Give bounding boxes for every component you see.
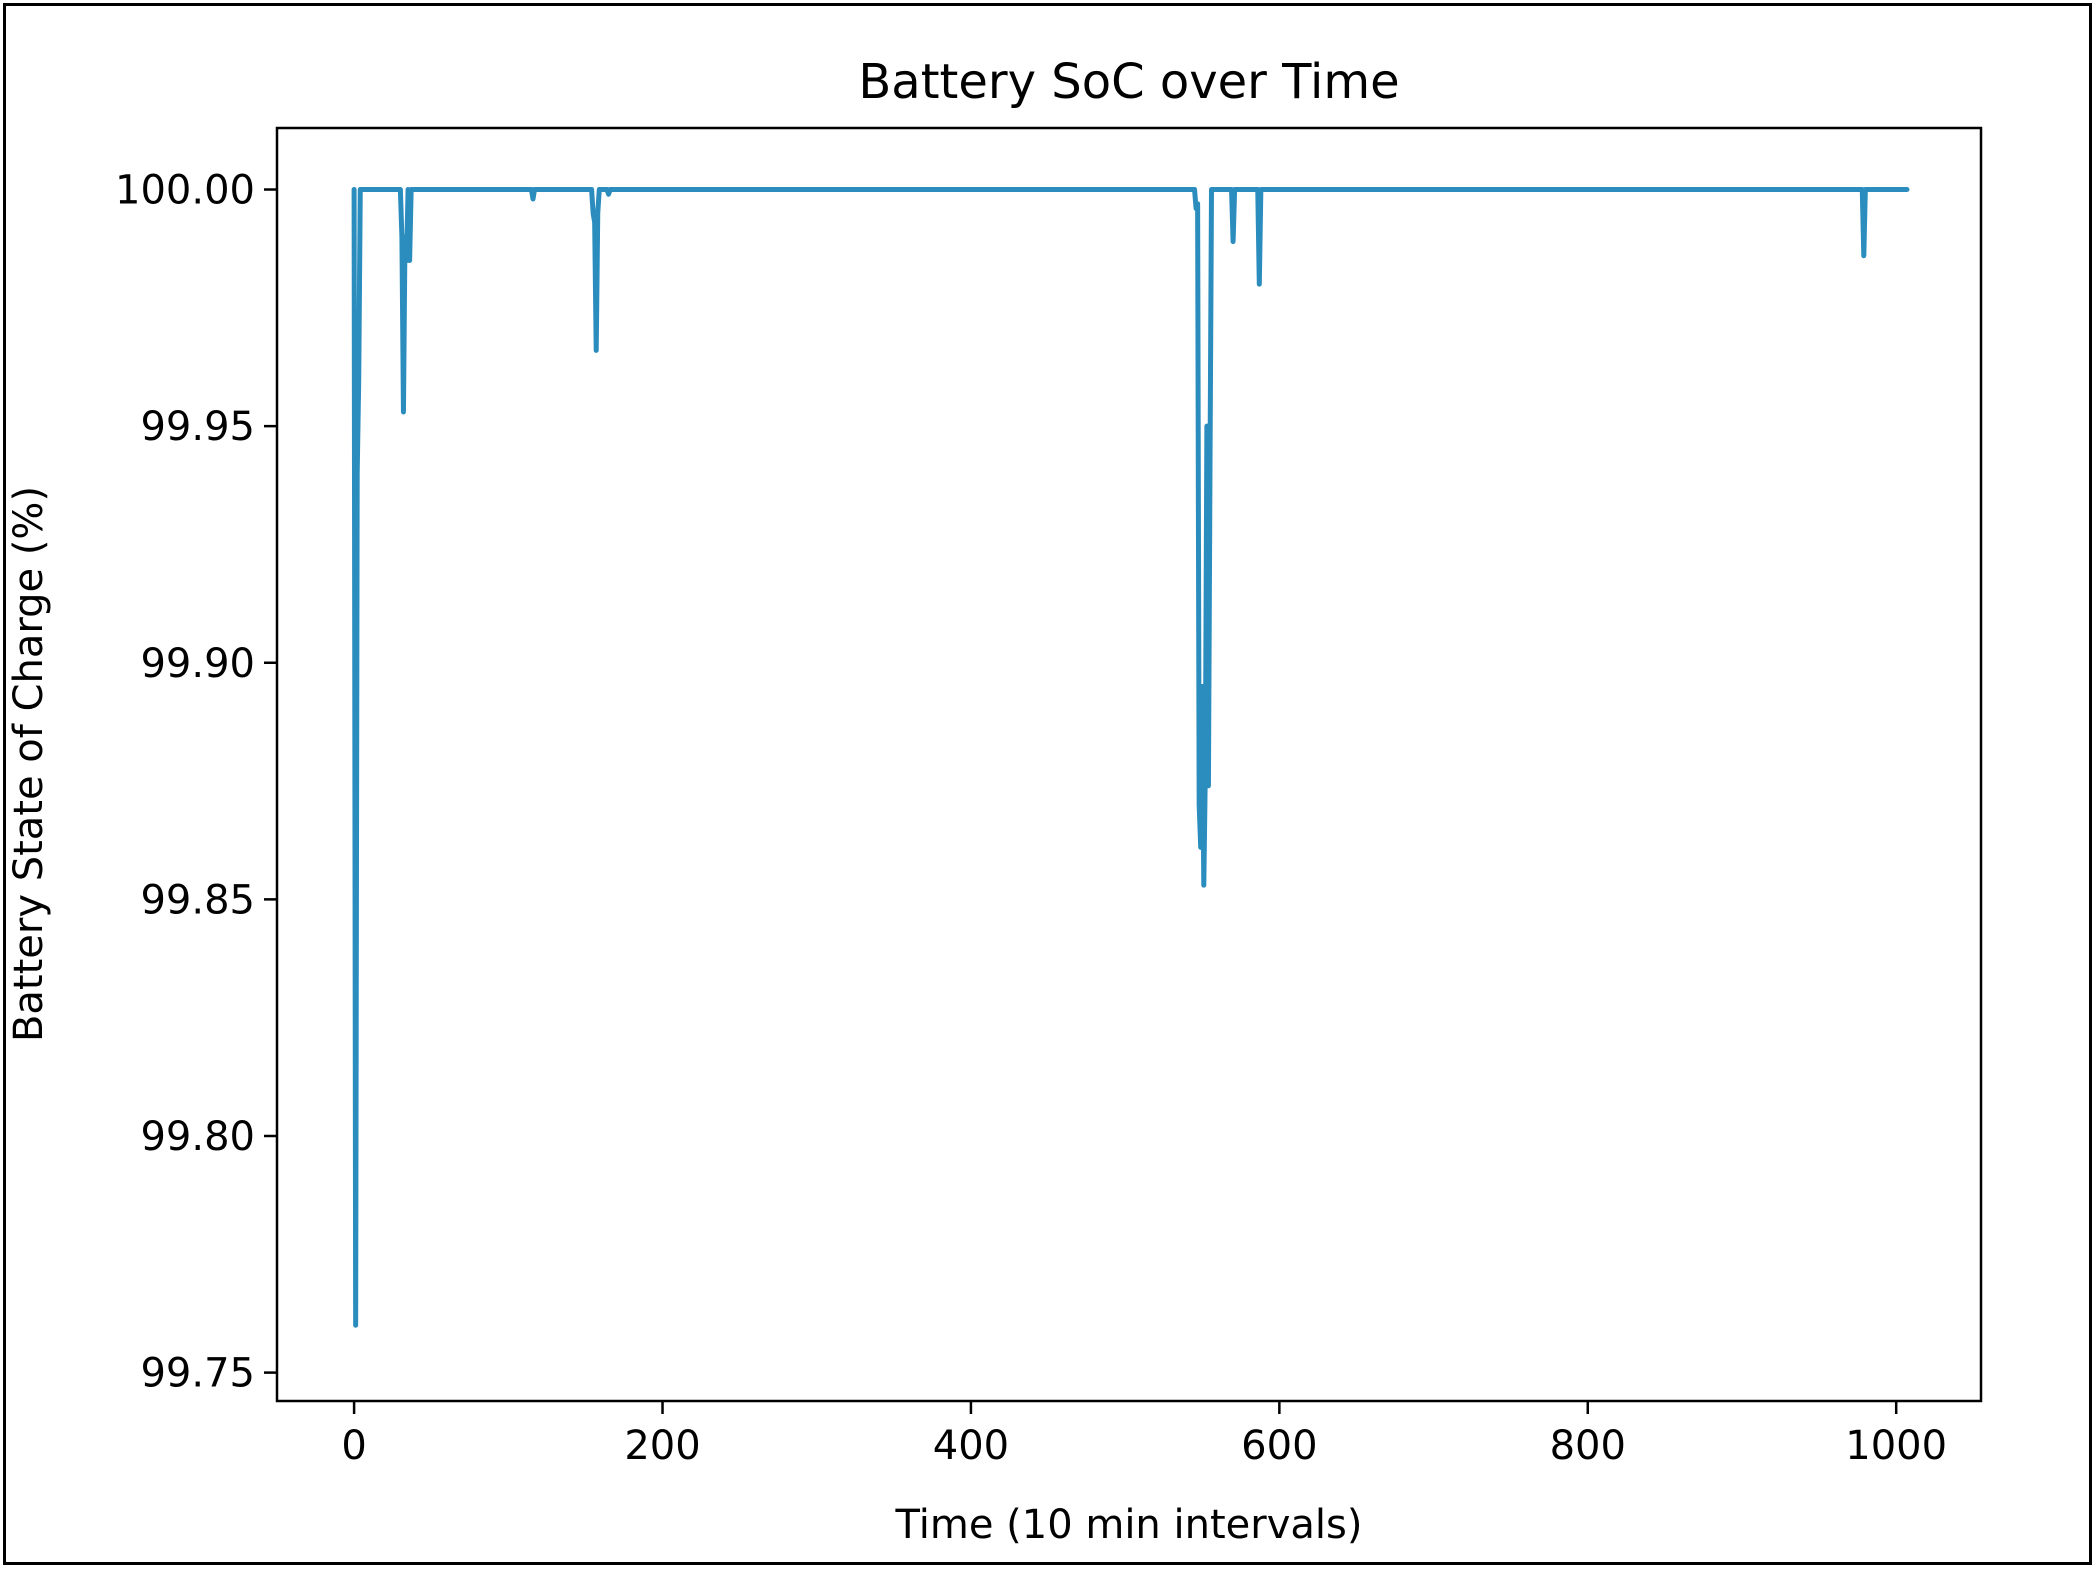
y-axis-title: Battery State of Charge (%) bbox=[6, 486, 52, 1042]
plot-background bbox=[277, 128, 1981, 1401]
series-line-0 bbox=[351, 187, 1910, 1328]
y-tick-label: 100.00 bbox=[115, 168, 255, 214]
x-tick-label: 800 bbox=[1550, 1423, 1626, 1469]
chart-title: Battery SoC over Time bbox=[858, 54, 1399, 110]
x-axis-ticks: 0 200 400 600 800 1000 bbox=[341, 1401, 1947, 1469]
y-axis-ticks: 99.75 99.80 99.85 99.90 99.95 100.00 bbox=[115, 168, 277, 1397]
plot-border bbox=[275, 126, 1983, 1403]
y-tick-label: 99.95 bbox=[140, 404, 255, 450]
x-tick-label: 1000 bbox=[1845, 1423, 1947, 1469]
series-layer bbox=[351, 187, 1910, 1328]
y-tick-label: 99.75 bbox=[140, 1351, 255, 1397]
x-tick-label: 0 bbox=[341, 1423, 366, 1469]
x-tick-label: 600 bbox=[1241, 1423, 1317, 1469]
x-tick-label: 400 bbox=[933, 1423, 1009, 1469]
y-tick-label: 99.90 bbox=[140, 641, 255, 687]
y-tick-label: 99.85 bbox=[140, 877, 255, 923]
y-tick-label: 99.80 bbox=[140, 1114, 255, 1160]
x-axis-title: Time (10 min intervals) bbox=[895, 1502, 1363, 1548]
x-tick-label: 200 bbox=[624, 1423, 700, 1469]
plot-area bbox=[275, 126, 1983, 1403]
